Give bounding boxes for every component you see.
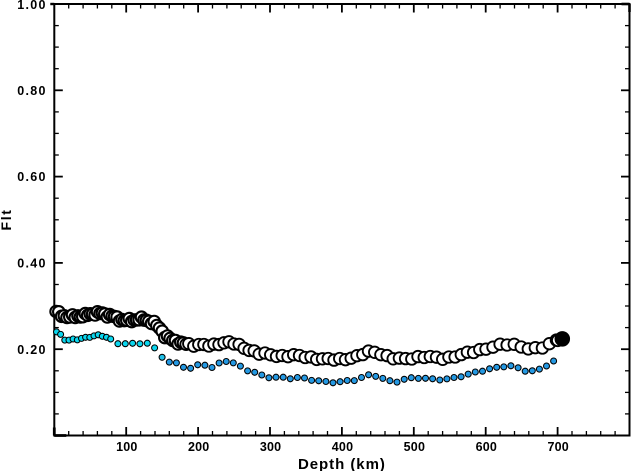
svg-text:0.40: 0.40 bbox=[17, 257, 47, 271]
svg-text:Depth (km): Depth (km) bbox=[298, 456, 386, 471]
svg-text:300: 300 bbox=[260, 440, 281, 454]
svg-text:0.80: 0.80 bbox=[17, 84, 47, 98]
svg-text:0.20: 0.20 bbox=[17, 343, 47, 357]
svg-text:400: 400 bbox=[332, 440, 353, 454]
svg-text:Flt: Flt bbox=[0, 209, 14, 231]
svg-text:700: 700 bbox=[547, 440, 568, 454]
svg-text:200: 200 bbox=[188, 440, 209, 454]
svg-text:600: 600 bbox=[476, 440, 497, 454]
svg-text:1.00: 1.00 bbox=[17, 0, 47, 12]
svg-text:500: 500 bbox=[404, 440, 425, 454]
svg-text:100: 100 bbox=[116, 440, 137, 454]
svg-text:0.60: 0.60 bbox=[17, 170, 47, 184]
